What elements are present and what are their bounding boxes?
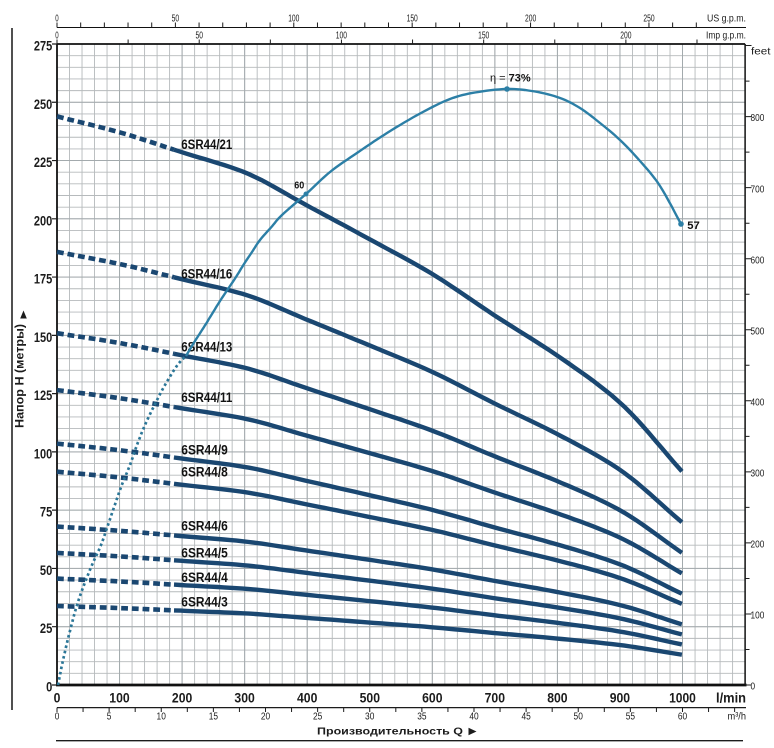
svg-text:225: 225 [34, 154, 53, 170]
svg-text:600: 600 [422, 690, 442, 705]
svg-text:200: 200 [172, 690, 192, 705]
svg-text:η = 73%: η = 73% [490, 73, 531, 85]
svg-text:35: 35 [417, 711, 427, 722]
svg-text:6SR44/8: 6SR44/8 [181, 465, 228, 480]
svg-text:5: 5 [107, 711, 112, 722]
svg-text:250: 250 [34, 96, 53, 112]
svg-text:500: 500 [751, 326, 765, 337]
svg-text:50: 50 [172, 14, 180, 25]
svg-text:700: 700 [485, 690, 505, 705]
svg-text:25: 25 [313, 711, 323, 722]
svg-text:Imp g.p.m.: Imp g.p.m. [706, 31, 746, 42]
svg-text:200: 200 [620, 31, 631, 42]
svg-text:feet: feet [751, 47, 771, 58]
svg-text:30: 30 [365, 711, 375, 722]
svg-text:6SR44/5: 6SR44/5 [181, 546, 228, 561]
svg-text:25: 25 [40, 620, 53, 636]
svg-text:1000: 1000 [669, 690, 696, 705]
svg-text:Производительность Q: Производительность Q [317, 726, 463, 738]
svg-text:US g.p.m.: US g.p.m. [707, 14, 746, 25]
svg-text:6SR44/6: 6SR44/6 [181, 519, 228, 534]
svg-text:100: 100 [288, 14, 299, 25]
svg-text:0: 0 [46, 679, 52, 695]
svg-text:6SR44/3: 6SR44/3 [181, 595, 228, 610]
svg-text:0: 0 [54, 690, 61, 705]
svg-text:50: 50 [574, 711, 584, 722]
svg-text:150: 150 [407, 14, 418, 25]
svg-text:250: 250 [643, 14, 654, 25]
svg-text:800: 800 [751, 113, 765, 124]
svg-text:300: 300 [751, 469, 765, 480]
svg-text:50: 50 [195, 31, 203, 42]
svg-text:20: 20 [261, 711, 271, 722]
svg-text:200: 200 [34, 212, 53, 228]
svg-text:57: 57 [687, 220, 700, 232]
svg-text:0: 0 [55, 14, 59, 25]
svg-text:15: 15 [209, 711, 219, 722]
svg-text:50: 50 [40, 562, 53, 578]
svg-text:0: 0 [751, 682, 756, 693]
svg-text:175: 175 [34, 271, 53, 287]
svg-text:150: 150 [478, 31, 489, 42]
svg-text:55: 55 [626, 711, 636, 722]
svg-text:60: 60 [294, 181, 304, 192]
svg-text:6SR44/16: 6SR44/16 [181, 267, 232, 282]
svg-text:100: 100 [751, 611, 765, 622]
svg-text:6SR44/21: 6SR44/21 [181, 137, 232, 152]
svg-text:6SR44/11: 6SR44/11 [181, 390, 232, 405]
svg-text:125: 125 [34, 387, 53, 403]
svg-text:40: 40 [469, 711, 479, 722]
svg-text:6SR44/4: 6SR44/4 [181, 570, 228, 585]
svg-text:100: 100 [109, 690, 129, 705]
svg-text:275: 275 [34, 38, 53, 54]
svg-text:45: 45 [521, 711, 531, 722]
svg-text:150: 150 [34, 329, 53, 345]
svg-text:400: 400 [297, 690, 317, 705]
svg-text:100: 100 [336, 31, 347, 42]
svg-text:75: 75 [40, 504, 53, 520]
svg-text:600: 600 [751, 255, 765, 266]
svg-text:800: 800 [547, 690, 567, 705]
svg-text:10: 10 [157, 711, 167, 722]
svg-text:900: 900 [610, 690, 630, 705]
svg-text:Напор H (метры): Напор H (метры) [15, 324, 27, 428]
svg-text:300: 300 [234, 690, 254, 705]
svg-text:6SR44/9: 6SR44/9 [181, 443, 228, 458]
svg-text:60: 60 [678, 711, 688, 722]
svg-text:200: 200 [525, 14, 536, 25]
svg-text:m³/h: m³/h [728, 711, 747, 722]
svg-text:0: 0 [55, 31, 59, 42]
svg-text:700: 700 [751, 184, 765, 195]
svg-text:200: 200 [751, 540, 765, 551]
svg-text:l/min: l/min [716, 690, 746, 705]
svg-text:400: 400 [751, 397, 765, 408]
svg-text:0: 0 [55, 711, 60, 722]
svg-text:100: 100 [34, 445, 53, 461]
svg-text:500: 500 [360, 690, 380, 705]
